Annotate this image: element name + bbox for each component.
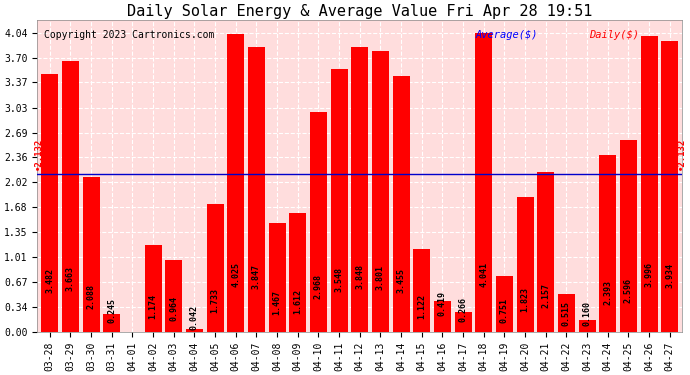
Text: 4.041: 4.041 [480,262,489,287]
Text: •2.132: •2.132 [677,138,686,170]
Bar [455,312,471,332]
Bar [434,301,451,332]
Bar [104,314,120,332]
Text: 3.847: 3.847 [252,264,261,289]
Text: Copyright 2023 Cartronics.com: Copyright 2023 Cartronics.com [44,30,214,40]
Text: 2.157: 2.157 [541,283,551,308]
Bar [145,245,161,332]
Text: 0.042: 0.042 [190,305,199,330]
Bar [289,213,306,332]
Bar [206,204,224,332]
Text: 1.122: 1.122 [417,294,426,319]
Bar [517,197,533,332]
Text: 2.596: 2.596 [624,278,633,303]
Text: 0.160: 0.160 [582,301,591,326]
Bar [83,177,99,332]
Bar [579,320,595,332]
Text: 0.266: 0.266 [459,297,468,322]
Bar [227,34,244,332]
Text: 0.245: 0.245 [107,298,117,322]
Bar [351,47,368,332]
Text: 3.455: 3.455 [397,268,406,293]
Bar [475,33,492,332]
Text: 1.612: 1.612 [293,289,302,314]
Text: 3.996: 3.996 [644,262,653,287]
Text: 1.823: 1.823 [521,286,530,312]
Bar [413,249,431,332]
Text: 1.174: 1.174 [148,294,157,319]
Bar [41,74,58,332]
Text: Daily($): Daily($) [589,30,639,40]
Text: Average($): Average($) [476,30,538,40]
Text: 3.848: 3.848 [355,264,364,289]
Text: 1.733: 1.733 [210,288,219,312]
Text: 3.482: 3.482 [46,268,55,293]
Bar [661,41,678,332]
Bar [310,112,327,332]
Bar [620,140,637,332]
Text: 1.467: 1.467 [273,291,282,315]
Bar [393,76,410,332]
Bar [538,172,554,332]
Bar [600,155,616,332]
Text: 2.968: 2.968 [314,274,323,299]
Text: 3.548: 3.548 [335,267,344,292]
Text: 0.751: 0.751 [500,298,509,323]
Bar [558,294,575,332]
Text: 4.025: 4.025 [231,262,240,287]
Bar [640,36,658,332]
Text: 3.934: 3.934 [665,263,674,288]
Text: 0.419: 0.419 [438,291,447,316]
Text: 3.801: 3.801 [376,265,385,290]
Bar [62,61,79,332]
Text: 0.515: 0.515 [562,301,571,326]
Text: 3.663: 3.663 [66,266,75,291]
Text: 0.964: 0.964 [169,296,178,321]
Bar [372,51,389,332]
Bar [186,328,203,332]
Bar [268,223,286,332]
Bar [331,69,348,332]
Text: 2.088: 2.088 [87,284,96,309]
Title: Daily Solar Energy & Average Value Fri Apr 28 19:51: Daily Solar Energy & Average Value Fri A… [127,4,593,19]
Bar [496,276,513,332]
Bar [166,260,182,332]
Text: 2.393: 2.393 [603,280,612,305]
Bar [248,47,265,332]
Text: •2.132: •2.132 [34,138,43,170]
